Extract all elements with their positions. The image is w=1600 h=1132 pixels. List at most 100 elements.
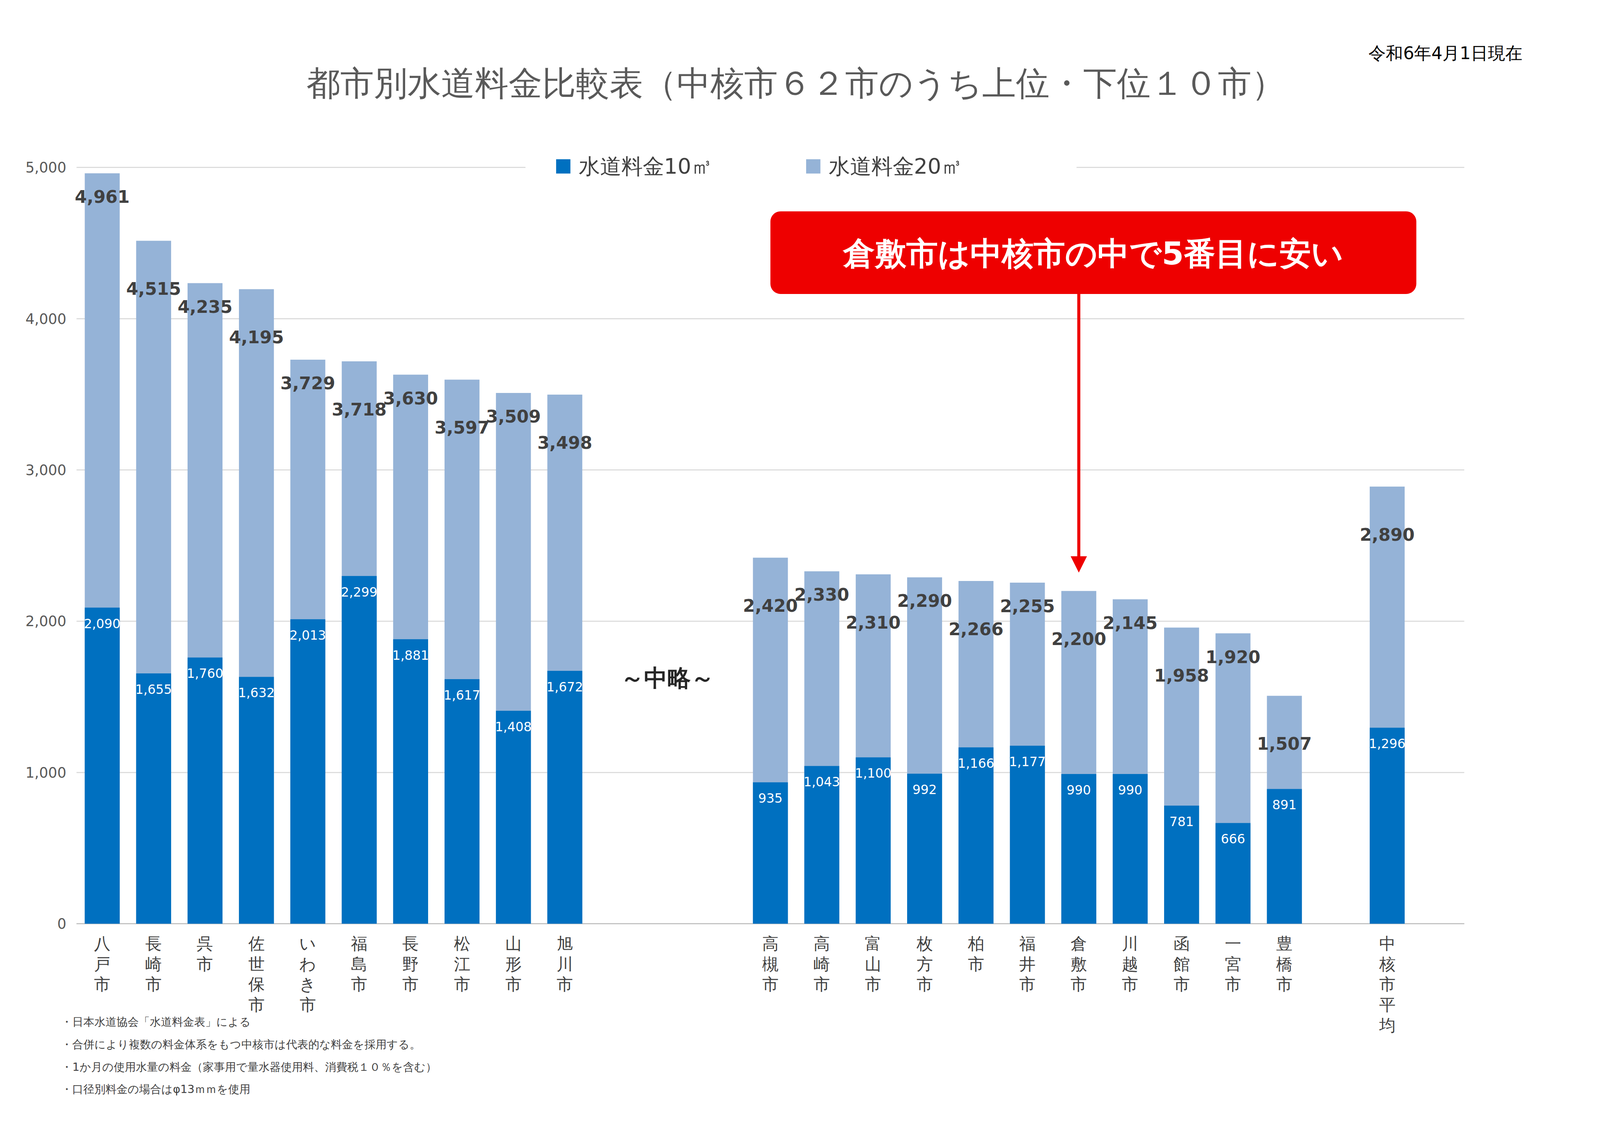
data-label: 2,890 <box>1359 524 1415 545</box>
x-tick-char: い <box>299 933 317 953</box>
bar <box>341 361 377 924</box>
data-label: 1,507 <box>1256 733 1312 754</box>
callout-arrow <box>1077 293 1080 559</box>
x-tick-char: き <box>299 974 317 994</box>
data-label: 2,299 <box>341 584 378 600</box>
bar <box>958 747 994 924</box>
x-tick-char: 市 <box>556 974 574 994</box>
footnote: ・口径別料金の場合はφ13ｍｍを使用 <box>61 1082 251 1096</box>
bar <box>1061 773 1097 924</box>
x-tick-char: 八 <box>93 933 111 953</box>
x-tick-char: 崎 <box>145 954 162 974</box>
x-tick-char: 松 <box>453 933 471 953</box>
x-tick-char: 市 <box>864 974 882 994</box>
bar <box>290 618 326 924</box>
x-tick-label: 倉敷市 <box>1070 933 1087 994</box>
x-tick-label: 佐世保市 <box>248 933 265 1014</box>
data-label: 1,920 <box>1205 646 1261 668</box>
data-label: 2,290 <box>897 590 953 611</box>
x-tick-char: 枚 <box>916 933 933 953</box>
data-label: 2,090 <box>84 616 121 631</box>
x-tick-label: 松江市 <box>453 933 471 994</box>
x-tick-label: 柏市 <box>967 933 985 974</box>
bar <box>1009 582 1045 924</box>
data-label: 3,630 <box>383 388 439 409</box>
x-tick-char: 高 <box>813 933 830 953</box>
x-tick-char: 柏 <box>967 933 985 953</box>
data-label: 3,498 <box>537 432 593 453</box>
x-tick-char: 呉 <box>196 933 214 953</box>
x-tick-char: 市 <box>196 954 214 974</box>
footnote: ・日本水道協会「水道料金表」による <box>61 1015 251 1028</box>
data-label: 2,266 <box>948 618 1004 640</box>
bar <box>238 676 274 924</box>
legend-swatch <box>806 159 821 174</box>
x-tick-char: 市 <box>505 974 522 994</box>
bar <box>547 670 583 924</box>
data-label: 2,013 <box>289 627 326 643</box>
x-tick-label: 豊橋市 <box>1276 933 1293 994</box>
data-label: 1,632 <box>238 685 275 700</box>
footnote: ・合併により複数の料金体系をもつ中核市は代表的な料金を採用する。 <box>61 1037 421 1051</box>
data-label: 2,330 <box>794 584 850 606</box>
x-tick-char: 中 <box>1379 933 1396 953</box>
x-tick-char: 館 <box>1173 954 1190 974</box>
bar <box>495 392 531 924</box>
legend-label: 水道料金10㎥ <box>578 153 713 179</box>
data-label: 4,235 <box>177 296 233 317</box>
data-label: 3,718 <box>331 399 387 420</box>
bar <box>907 577 943 924</box>
x-tick-char: 市 <box>1121 974 1139 994</box>
x-tick-char: 豊 <box>1276 933 1293 953</box>
data-label: 2,145 <box>1102 612 1158 633</box>
chart: 都市別水道料金比較表（中核市６２市のうち上位・下位１０市）令和6年4月1日現在0… <box>0 0 1600 1132</box>
x-tick-char: わ <box>299 954 317 974</box>
bar <box>341 575 377 924</box>
x-tick-label: 富山市 <box>864 933 882 994</box>
bar <box>84 607 120 924</box>
x-tick-label: 高槻市 <box>762 933 779 994</box>
data-label: 1,958 <box>1154 665 1210 686</box>
title: 都市別水道料金比較表（中核市６２市のうち上位・下位１０市） <box>306 63 1286 103</box>
bar <box>187 657 223 924</box>
x-tick-char: 市 <box>1379 974 1396 994</box>
data-label: 1,177 <box>1009 754 1046 769</box>
x-tick-char: 高 <box>762 933 779 953</box>
x-tick-label: 川越市 <box>1121 933 1139 994</box>
data-label: 990 <box>1118 782 1143 798</box>
x-tick-char: 井 <box>1019 954 1036 974</box>
x-tick-label: 福島市 <box>350 933 368 994</box>
x-tick-char: 市 <box>1224 974 1242 994</box>
x-tick-char: 島 <box>350 954 368 974</box>
x-tick-char: 市 <box>299 994 317 1014</box>
x-tick-char: 市 <box>813 974 830 994</box>
bar <box>136 240 172 924</box>
bar <box>907 773 943 924</box>
bar <box>1215 822 1251 924</box>
bar <box>855 757 891 924</box>
data-label: 935 <box>758 790 783 806</box>
data-label: 4,515 <box>126 278 182 299</box>
x-tick-char: 市 <box>1070 974 1087 994</box>
x-tick-char: 保 <box>248 974 265 994</box>
grid-line <box>76 318 1465 319</box>
callout-text: 倉敷市は中核市の中で5番目に安い <box>842 234 1344 272</box>
x-tick-char: 市 <box>93 974 111 994</box>
bar <box>187 283 223 924</box>
data-label: 1,672 <box>546 679 584 695</box>
x-tick-char: 市 <box>145 974 162 994</box>
data-label: 2,420 <box>742 595 798 616</box>
x-tick-label: 旭川市 <box>556 933 574 994</box>
x-tick-label: 長崎市 <box>145 933 162 994</box>
x-tick-char: 市 <box>1276 974 1293 994</box>
bar <box>393 639 429 924</box>
callout-arrowhead <box>1070 556 1087 573</box>
x-tick-char: 越 <box>1121 954 1139 974</box>
x-tick-char: 橋 <box>1276 954 1293 974</box>
bar <box>84 173 120 924</box>
x-tick-char: 市 <box>762 974 779 994</box>
x-tick-char: 市 <box>453 974 471 994</box>
y-tick-label: 1,000 <box>25 764 67 781</box>
data-label: 1,617 <box>443 687 481 703</box>
data-label: 4,961 <box>74 186 130 207</box>
